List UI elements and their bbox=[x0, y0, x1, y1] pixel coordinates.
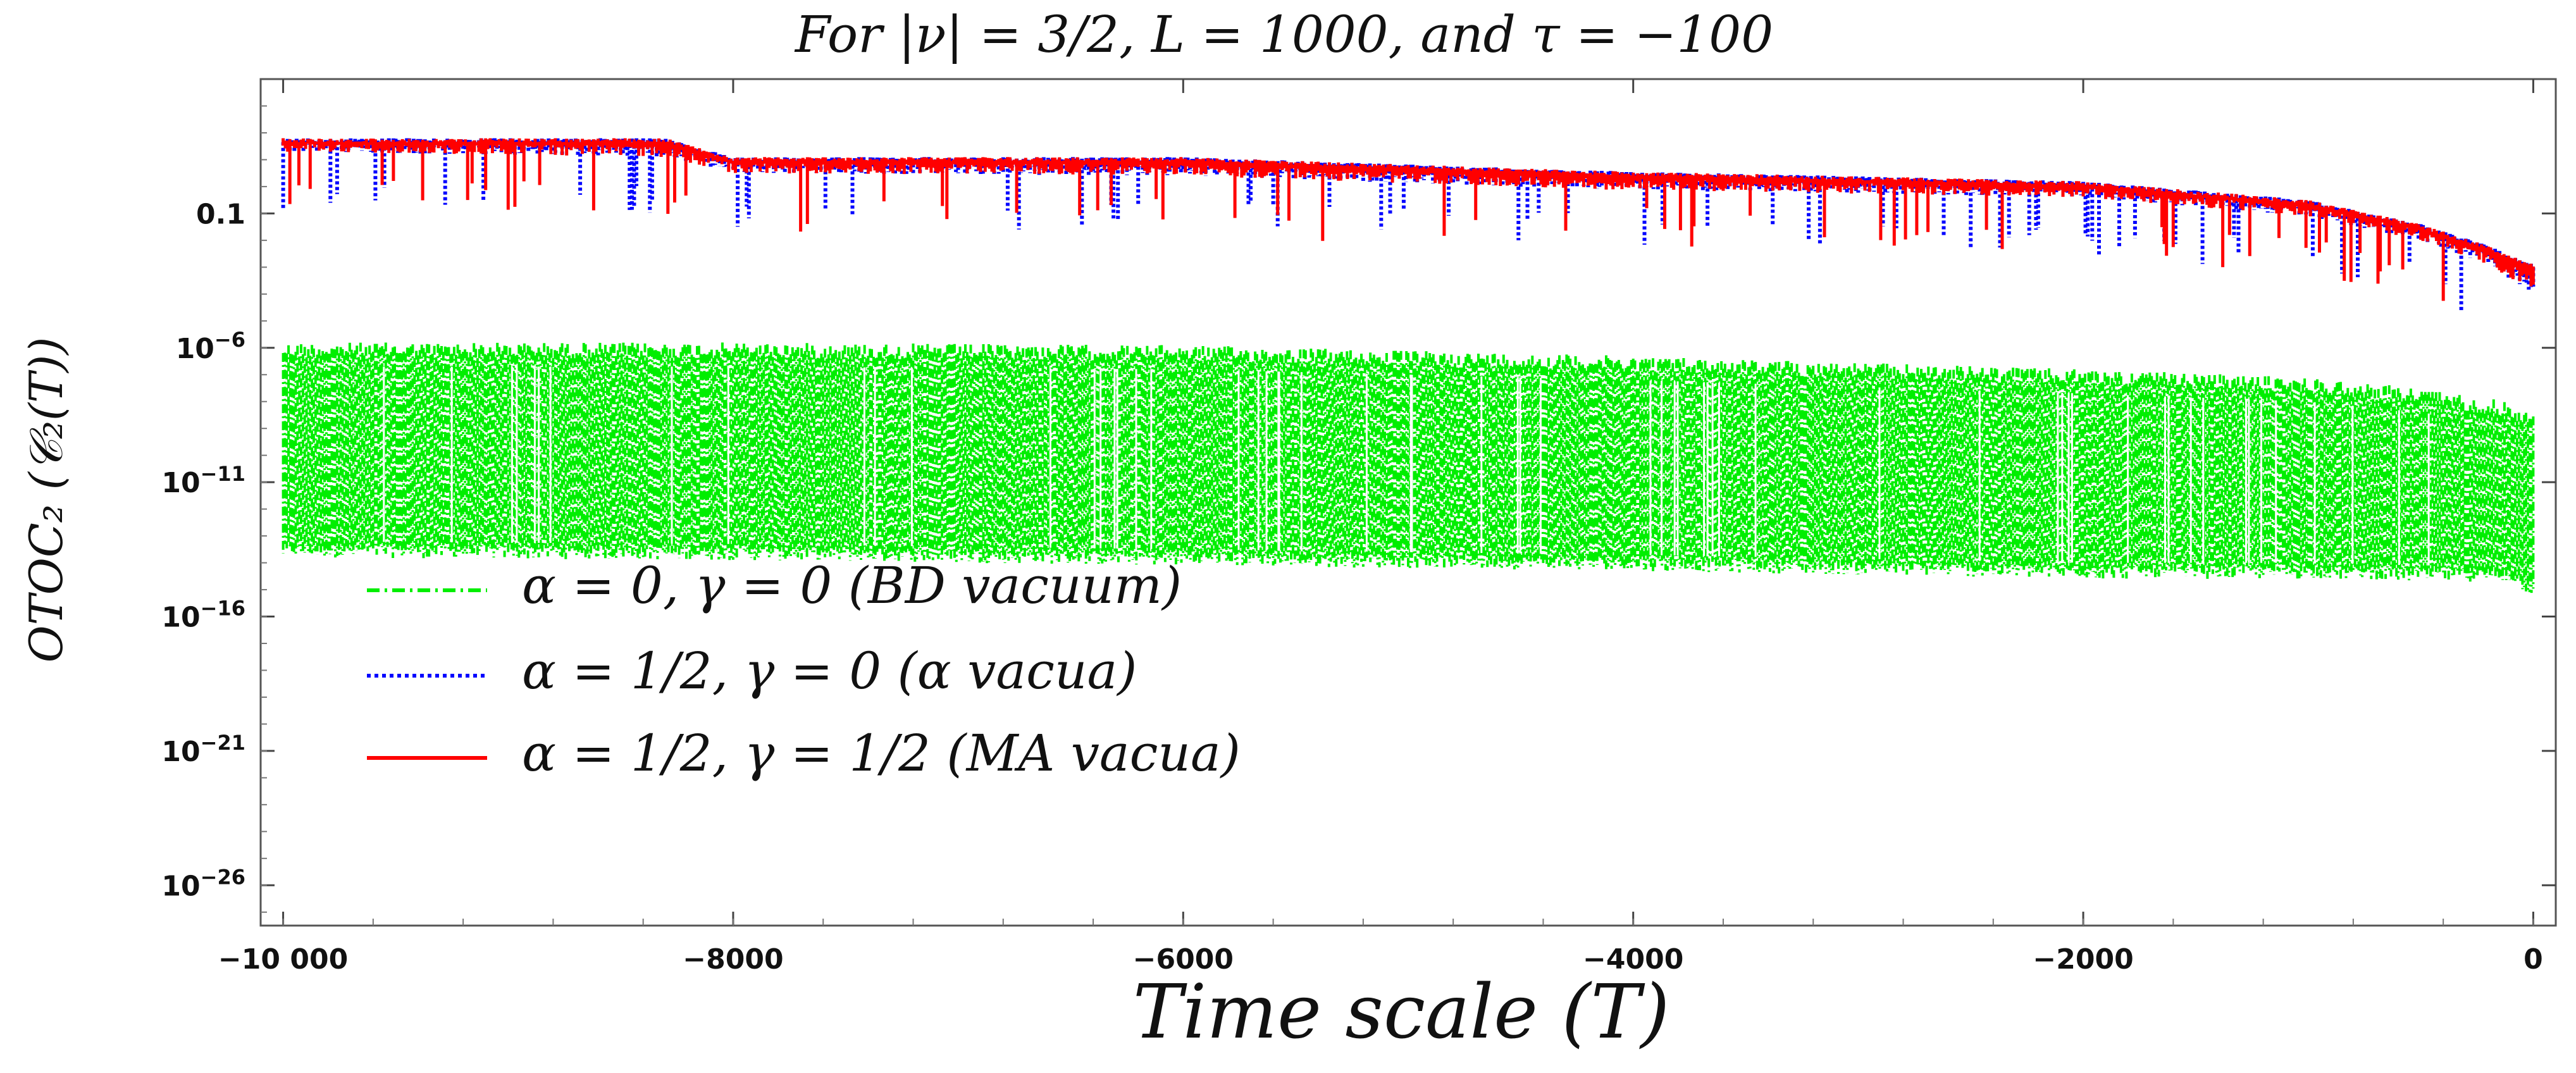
series-line-bd-vacuum bbox=[282, 342, 2535, 593]
plot-frame bbox=[259, 78, 2557, 927]
legend-label-ma-vacua: α = 1/2, γ = 1/2 (MA vacua) bbox=[522, 724, 1241, 783]
x-axis: −10 000 −8000 −6000 −4000 −2000 0 bbox=[218, 79, 2543, 976]
x-axis-label: Time scale (T) bbox=[1133, 968, 1670, 1055]
chart-title: For |ν| = 3/2, L = 1000, and τ = −100 bbox=[794, 5, 1773, 64]
y-tick-label: 10−6 bbox=[176, 328, 245, 365]
x-tick-label: −4000 bbox=[1583, 943, 1683, 976]
y-tick-label: 10−11 bbox=[161, 462, 245, 499]
x-tick-label: −6000 bbox=[1133, 943, 1234, 976]
series-line-alpha-vacua bbox=[281, 138, 2536, 312]
y-tick-label: 0.1 bbox=[196, 198, 245, 230]
y-tick-label: 10−16 bbox=[161, 597, 245, 634]
x-tick-label: 0 bbox=[2523, 943, 2543, 976]
x-tick-label: −2000 bbox=[2033, 943, 2133, 976]
series-ma-vacua bbox=[282, 138, 2535, 301]
legend-label-alpha-vacua: α = 1/2, γ = 0 (α vacua) bbox=[522, 642, 1137, 700]
x-tick-label: −8000 bbox=[683, 943, 783, 976]
y-tick-label: 10−26 bbox=[161, 865, 245, 902]
y-axis: 0.1 10−6 10−11 10−16 10−21 10−26 bbox=[161, 105, 2556, 913]
series-alpha-vacua bbox=[281, 138, 2536, 312]
series-line-ma-vacua bbox=[282, 138, 2535, 301]
x-tick-label: −10 000 bbox=[218, 943, 348, 976]
y-axis-label: OTOC₂ (𝒞₂(T)) bbox=[20, 337, 73, 663]
series-bd-vacuum bbox=[282, 342, 2535, 593]
y-tick-label: 10−21 bbox=[161, 731, 245, 768]
legend: α = 0, γ = 0 (BD vacuum) α = 1/2, γ = 0 … bbox=[367, 556, 1241, 783]
legend-label-bd-vacuum: α = 0, γ = 0 (BD vacuum) bbox=[522, 556, 1182, 615]
